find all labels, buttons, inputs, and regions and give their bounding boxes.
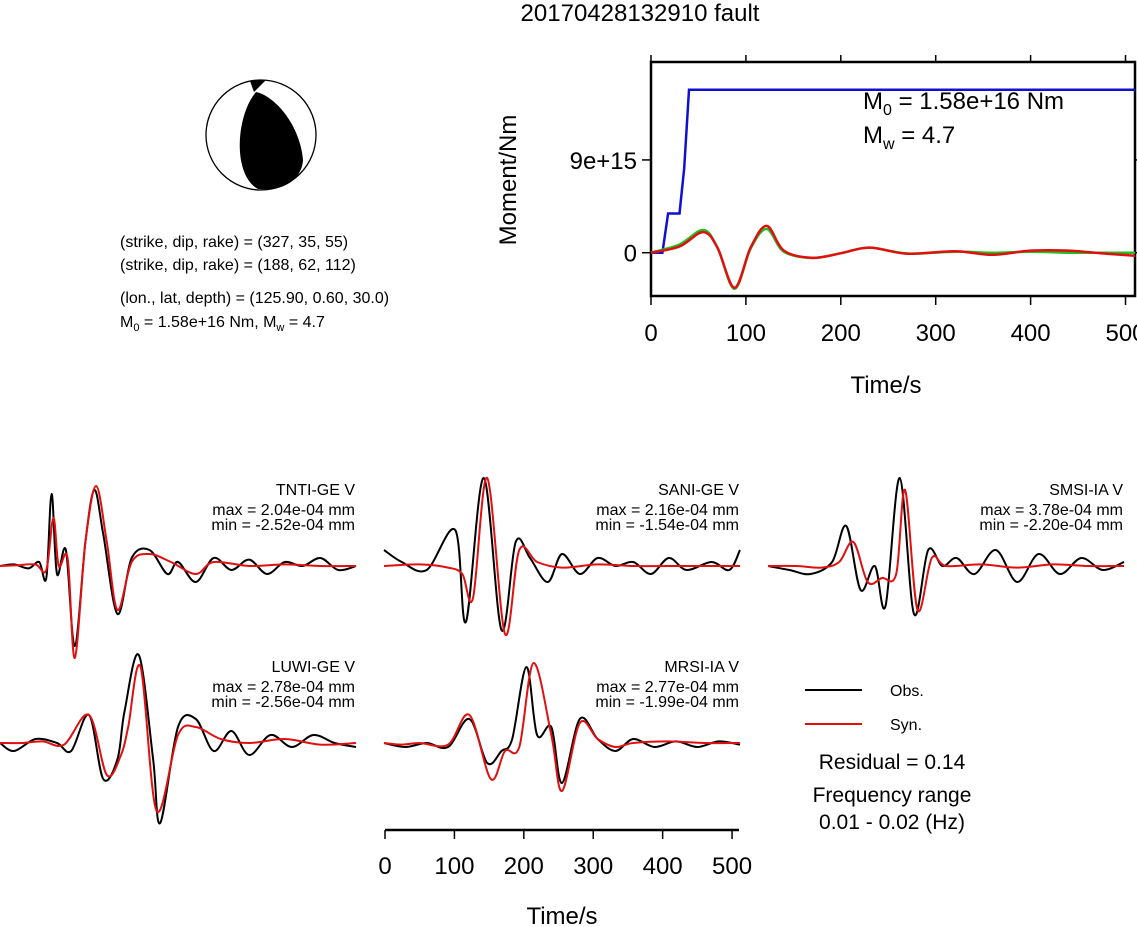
obs-trace [383,476,741,632]
station-min: min = -2.52e-04 mm [211,517,355,534]
waveform-time-axis: Time/s 0 100 200 300 400 500 [378,828,752,927]
mechanism-text: (strike, dip, rake) = (327, 35, 55) (str… [120,234,389,334]
station-min: min = -2.20e-04 mm [979,517,1123,534]
station-name: SMSI-IA V [1049,482,1123,499]
legend-obs-label: Obs. [890,683,924,700]
moment-x-tick-label: 400 [1011,320,1051,347]
moment-y-axis: 0 9e+15 [570,148,1137,268]
station-max: max = 2.78e-04 mm [212,679,355,696]
m0-prefix: M [120,314,133,331]
m0-sub: 0 [133,322,139,334]
waveform-x-tick-label: 100 [434,853,474,880]
moment-y-tick-label: 9e+15 [570,148,637,175]
moment-curve [651,88,1135,254]
m0-value: = 1.58e+16 Nm, M [139,314,276,331]
moment-mw-annotation: Mw = 4.7 [863,122,955,153]
beachball-compressional-quadrant [239,92,303,190]
moment-x-tick-label: 100 [726,320,766,347]
moment-m0-prefix: M [863,88,883,115]
moment-y-label: Moment/Nm [495,115,522,246]
waveform-x-label: Time/s [526,903,597,927]
mechanism-line-2: (strike, dip, rake) = (188, 62, 112) [120,257,356,274]
station-name: TNTI-GE V [276,482,355,499]
mechanism-line-1: (strike, dip, rake) = (327, 35, 55) [120,234,348,251]
moment-mw-value: = 4.7 [895,122,956,149]
moment-m0-value: = 1.58e+16 Nm [892,88,1064,115]
syn-trace [383,476,740,637]
obs-trace [767,476,1125,617]
figure-title: 20170428132910 fault [521,0,760,27]
waveform-x-tick-label: 500 [712,853,752,880]
station-max: max = 2.04e-04 mm [212,502,355,519]
station-max: max = 2.16e-04 mm [596,502,739,519]
station-name: LUWI-GE V [271,659,355,676]
beachball [205,79,317,191]
legend-syn-label: Syn. [890,717,922,734]
syn-trace [0,663,357,814]
station-min: min = -1.99e-04 mm [595,694,739,711]
moment-rate-red [650,224,1136,290]
waveform-x-tick-label: 300 [573,853,613,880]
obs-trace [383,665,741,785]
moment-x-label: Time/s [850,372,921,399]
station-min: min = -1.54e-04 mm [595,517,739,534]
beachball-compressional-cap [250,80,266,92]
waveform-x-tick-label: 400 [643,853,683,880]
station-name: SANI-GE V [658,482,739,499]
moment-x-axis: 0 100 200 300 400 500 [644,55,1137,347]
mw-value: = 4.7 [284,314,325,331]
legend: Obs. Syn. Residual = 0.14 Frequency rang… [805,683,971,834]
moment-m0-annotation: M0 = 1.58e+16 Nm [863,88,1064,119]
syn-trace [383,661,741,793]
moment-lines [650,88,1136,291]
station-max: max = 3.78e-04 mm [980,502,1123,519]
station-max: max = 2.77e-04 mm [596,679,739,696]
moment-x-tick-label: 0 [644,320,657,347]
residual-label: Residual = 0.14 [819,751,966,774]
moment-x-tick-label: 300 [916,320,956,347]
mw-sub: w [275,322,284,334]
moment-mw-sub: w [882,136,895,153]
mechanism-line-3: (lon., lat, depth) = (125.90, 0.60, 30.0… [120,290,389,307]
obs-trace [0,653,357,825]
moment-rate-green [650,227,1135,291]
moment-m0-sub: 0 [883,102,892,119]
waveform-x-tick-label: 200 [504,853,544,880]
moment-y-tick-label: 0 [624,241,637,268]
station-min: min = -2.56e-04 mm [211,694,355,711]
moment-x-tick-label: 200 [821,320,861,347]
syn-trace [767,488,1125,613]
moment-plot-frame [649,60,1137,298]
frequency-range-title: Frequency range [813,784,972,807]
syn-trace [0,484,357,660]
frequency-range-value: 0.01 - 0.02 (Hz) [819,811,965,834]
moment-x-tick-label: 500 [1105,320,1137,347]
moment-plot: 0 100 200 300 400 500 0 9e+15 Moment/Nm Time/s… [495,55,1137,399]
mechanism-line-4: M0 = 1.58e+16 Nm, Mw = 4.7 [120,314,325,334]
moment-mw-prefix: M [863,122,883,149]
waveform-x-tick-label: 0 [378,853,391,880]
station-name: MRSI-IA V [664,659,739,676]
